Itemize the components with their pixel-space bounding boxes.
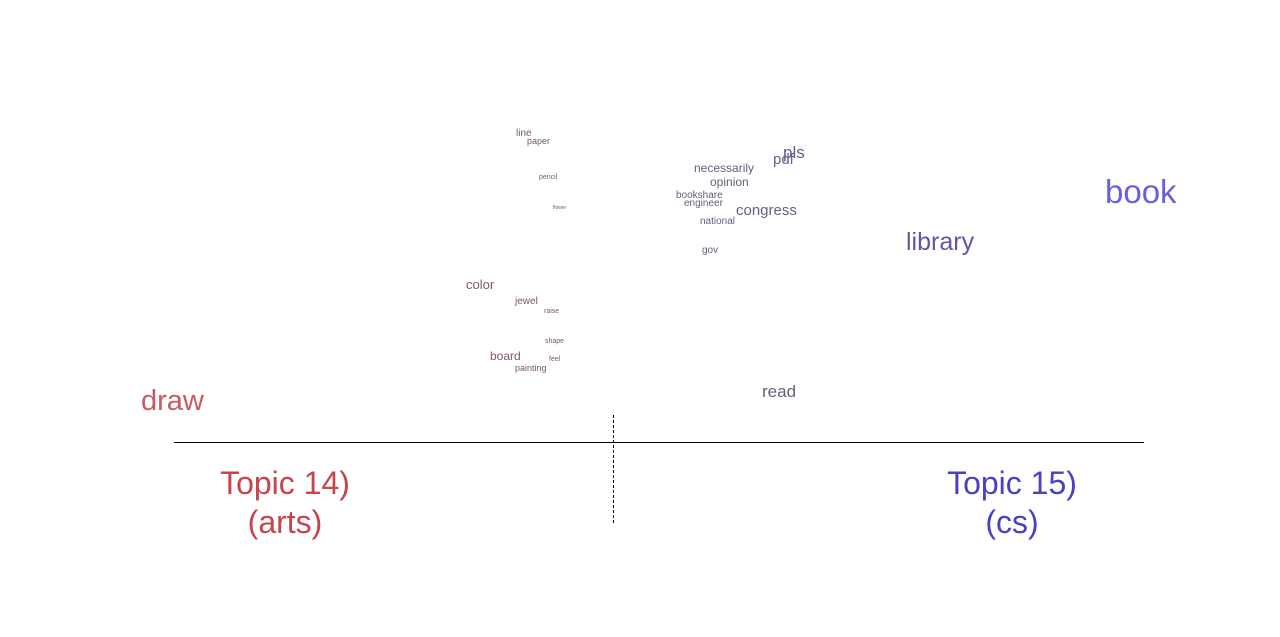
word-pls: pls	[783, 143, 805, 162]
word-national: national	[700, 216, 736, 227]
topic-left-subtitle: (arts)	[247, 504, 323, 540]
horizontal-axis-line	[174, 442, 1144, 443]
word-gov: gov	[702, 245, 719, 256]
word-pdf: pdf	[773, 151, 794, 168]
word-shape: shape	[545, 338, 565, 345]
word-board: board	[490, 349, 521, 363]
word-read: read	[762, 382, 797, 401]
word-necessarily: necessarily	[694, 161, 755, 175]
word-painting: painting	[515, 363, 547, 373]
topic-right-title: Topic 15)	[947, 465, 1077, 501]
word-congress: congress	[736, 202, 797, 219]
word-opinion: opinion	[710, 175, 749, 189]
word-flower: flower	[553, 205, 567, 211]
topic-label-left: Topic 14) (arts)	[185, 464, 385, 542]
center-divider-line	[613, 415, 614, 523]
word-feel: feel	[549, 356, 561, 363]
word-bookshare: bookshare	[676, 190, 723, 201]
word-jewel: jewel	[515, 296, 538, 307]
word-line: line	[516, 128, 532, 139]
topic-left-title: Topic 14)	[220, 465, 350, 501]
word-raise: raise	[544, 308, 560, 315]
topic-label-right: Topic 15) (cs)	[912, 464, 1112, 542]
word-draw: draw	[141, 385, 204, 417]
word-paper: paper	[527, 136, 551, 146]
word-pencil: pencil	[539, 174, 558, 181]
word-color: color	[466, 277, 495, 292]
word-engineer: engineer	[684, 198, 723, 209]
word-library: library	[906, 228, 975, 256]
word-book: book	[1105, 173, 1177, 210]
topic-right-subtitle: (cs)	[985, 504, 1039, 540]
